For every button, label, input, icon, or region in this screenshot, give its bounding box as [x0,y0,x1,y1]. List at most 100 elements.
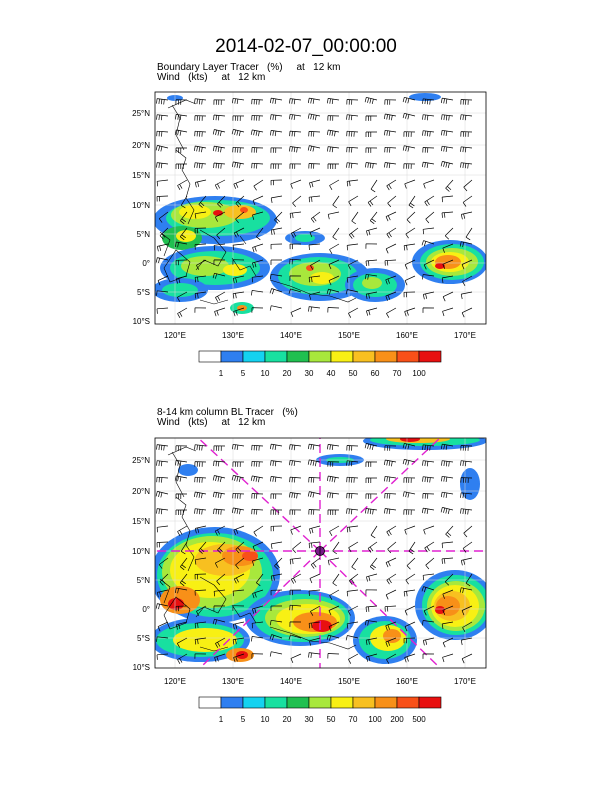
bottom-cb-label: 5 [241,715,246,724]
wind-barb [442,653,454,663]
wind-barb [159,227,169,240]
colorbar-box [220,696,244,709]
wind-barb [423,525,435,535]
bottom-panel-title: 8-14 km column BL Tracer (%) [157,407,298,418]
wind-barb [235,195,245,208]
wind-barb [308,163,321,169]
wind-barb [232,605,245,611]
wind-barb [365,291,378,300]
lat-label-0: 0° [142,259,150,268]
wind-barb [369,557,378,570]
wind-barb [346,445,359,451]
wind-barb [347,259,359,270]
lon-label-120e: 120°E [164,677,186,686]
wind-barb [193,491,207,499]
wind-barb [441,621,454,629]
wind-barb [194,291,207,299]
wind-barb [422,637,435,646]
wind-barb [329,179,340,190]
page-title: 2014-02-07_00:00:00 [215,36,397,57]
wind-barb [365,259,378,267]
wind-barb [307,491,321,498]
wind-barb [365,477,377,483]
wind-barb [308,195,321,203]
wind-barb [461,653,473,664]
wind-barb [252,605,264,614]
top-colorbar-boxes [198,350,442,363]
wind-barb [177,179,188,190]
wind-barb [308,306,321,312]
wind-barb [289,589,302,596]
wind-barb [213,508,226,515]
wind-barb [460,291,473,300]
wind-barb [460,460,473,467]
wind-barb [444,573,454,586]
wind-barb [194,227,207,234]
wind-barb [460,146,473,153]
wind-barb [232,492,245,499]
wind-barb [366,307,378,316]
lat-label-20n: 20°N [132,487,150,496]
wind-barb [460,162,473,169]
wind-barb [403,509,416,515]
wind-barb [367,195,378,207]
wind-barb [156,589,169,598]
wind-barb [270,605,282,611]
wind-barb [327,509,340,516]
wind-barb [180,211,188,225]
wind-barb [403,589,416,597]
wind-barb [213,243,226,251]
wind-barb [384,259,397,266]
colorbar-box [308,350,332,363]
wind-barb [233,525,245,535]
wind-barb [460,477,473,483]
wind-barb [307,145,321,152]
wind-barb [269,273,283,280]
wind-barb [326,129,340,137]
wind-barb [404,653,416,663]
wind-barb [232,291,245,299]
wind-barb [307,443,321,450]
wind-barb [386,227,397,239]
wind-barb [365,589,378,595]
lon-label-150e: 150°E [338,331,360,340]
wind-barb [422,274,435,280]
wind-barb [346,179,359,187]
top-colorbar: 1 5 10 20 30 40 50 60 70 100 [198,350,442,378]
wind-barb [403,131,416,137]
wind-barb [194,589,207,596]
wind-barb [179,227,188,241]
colorbar-box [352,696,376,709]
wind-barb [406,557,416,570]
wind-barb [213,605,226,611]
lon-label-120e: 120°E [164,331,186,340]
wind-barb [156,195,169,202]
top-cb-label: 40 [327,369,336,378]
wind-barb [460,211,473,220]
wind-barb [348,307,359,318]
top-cb-label: 70 [393,369,402,378]
wind-barb [270,589,283,596]
wind-barb [270,573,283,581]
top-cb-label: 1 [219,369,224,378]
colorbar-box [396,350,420,363]
lon-label-130e: 130°E [222,331,244,340]
wind-barb [385,621,397,631]
wind-barb [422,476,435,483]
wind-barb [460,445,473,451]
wind-barb [194,98,207,105]
wind-barb [289,621,302,627]
wind-barb [231,161,245,169]
wind-barb [404,275,416,286]
wind-barb [384,492,397,499]
wind-barb [348,541,359,553]
wind-barb [422,620,435,626]
wind-barb [156,525,169,533]
wind-barb [310,605,321,616]
top-lon-tick-labels: 120°E 130°E 140°E 150°E 160°E 170°E [164,331,476,340]
wind-barb [309,525,321,534]
wind-barb [346,525,359,533]
wind-barb [460,637,473,646]
wind-barb [424,195,435,207]
wind-barb [251,162,264,169]
